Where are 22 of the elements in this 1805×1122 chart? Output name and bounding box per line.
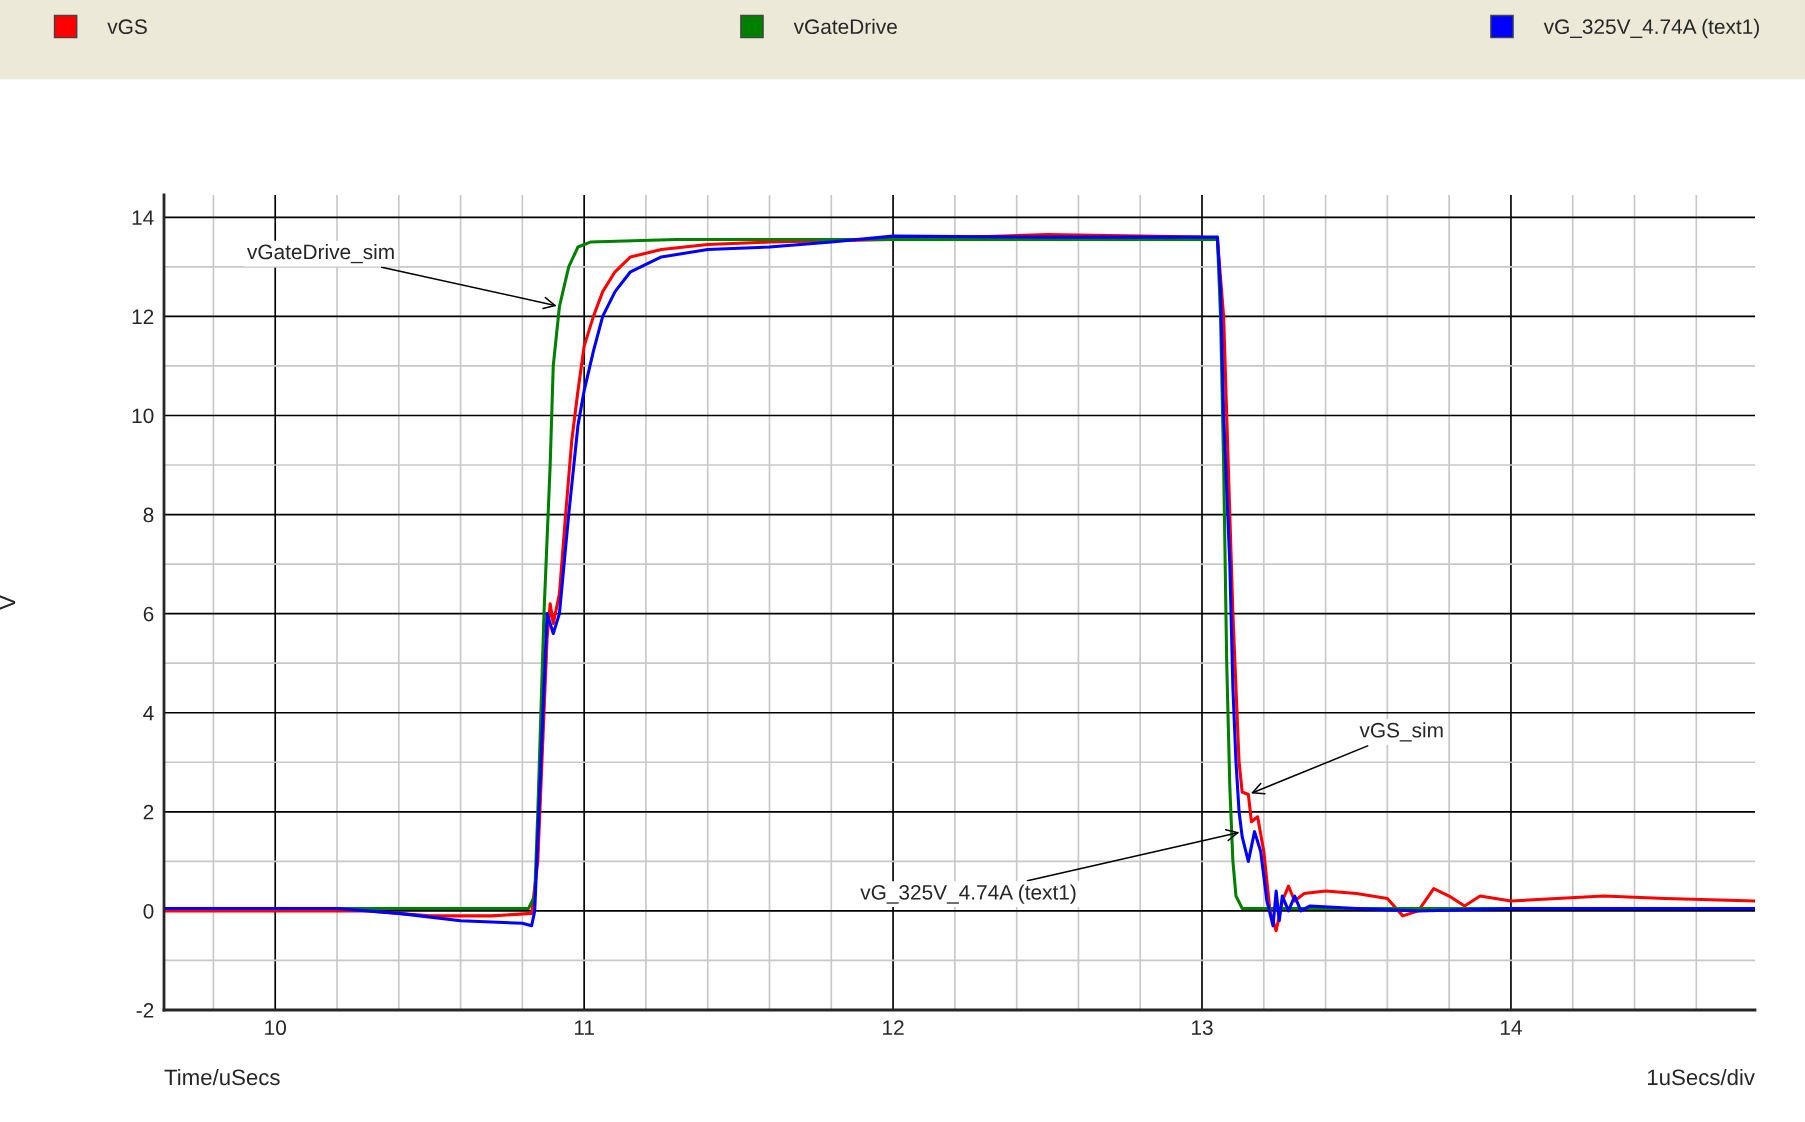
y-tick-label: 14 xyxy=(132,210,154,225)
x-tick-label: 11 xyxy=(574,1020,594,1035)
x-axis-title: Time/uSecs xyxy=(164,1068,280,1086)
x-tick-label: 12 xyxy=(883,1020,904,1035)
text: 1uSecs/div xyxy=(1648,1068,1755,1086)
y-tick-label: 12 xyxy=(132,309,154,324)
y-tick-label: 6 xyxy=(143,606,154,622)
y-tick-label: 2 xyxy=(143,804,154,820)
annotation: vGS_sim xyxy=(1359,722,1443,742)
y-tick-label: 8 xyxy=(143,507,154,523)
legend-label: vG_325V_4.74A (text1) xyxy=(1543,18,1759,39)
x-tick-label: 14 xyxy=(1500,1020,1522,1035)
y-tick-label: 0 xyxy=(143,903,154,919)
y-tick-label: 4 xyxy=(143,705,154,721)
legend-label: vGS xyxy=(107,19,147,35)
y-tick-label: -2 xyxy=(136,1003,154,1018)
annotation: vG_325V_4.74A (text1) xyxy=(860,884,1076,904)
y-tick-label: 10 xyxy=(132,408,154,424)
x-tick-label: 10 xyxy=(265,1020,286,1036)
x-tick-label: 13 xyxy=(1192,1020,1213,1036)
annotation: vGateDrive_sim xyxy=(247,243,394,264)
legend-label: vGateDrive xyxy=(793,18,897,35)
